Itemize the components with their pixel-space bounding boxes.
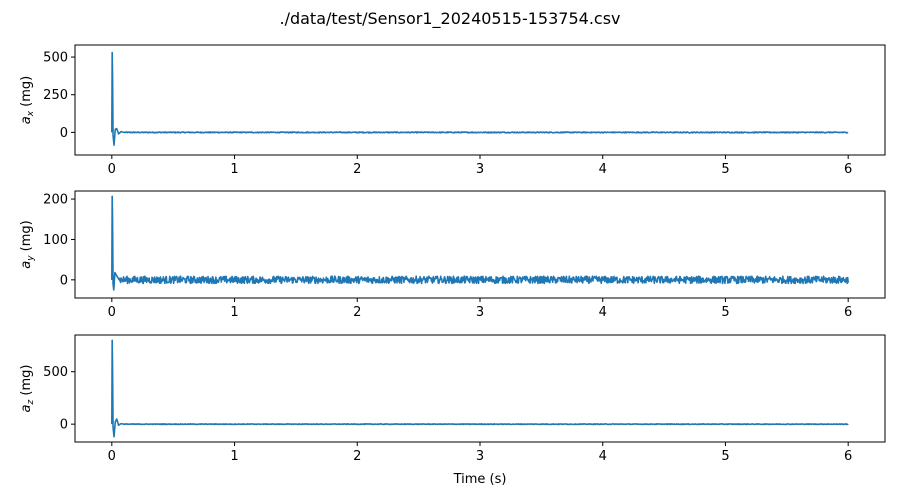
x-tick-label: 0	[108, 449, 116, 464]
figure-title: ./data/test/Sensor1_20240515-153754.csv	[279, 9, 620, 29]
y-axis-label: ay (mg)	[19, 220, 36, 269]
y-tick-label: 0	[60, 126, 68, 141]
x-tick-label: 6	[844, 449, 852, 464]
x-tick-label: 6	[844, 162, 852, 177]
x-tick-label: 1	[230, 449, 238, 464]
x-tick-label: 4	[599, 305, 607, 320]
series-line	[111, 339, 849, 438]
series-line	[111, 195, 849, 291]
x-tick-label: 4	[599, 449, 607, 464]
x-tick-label: 2	[353, 162, 361, 177]
x-axis-label: Time (s)	[453, 472, 507, 487]
axes-frame	[74, 44, 886, 156]
y-axis-label: ax (mg)	[19, 76, 36, 125]
x-tick-label: 5	[721, 162, 729, 177]
x-tick-label: 2	[353, 305, 361, 320]
x-tick-label: 4	[599, 162, 607, 177]
x-tick-label: 1	[230, 305, 238, 320]
x-tick-label: 3	[476, 162, 484, 177]
subplot-az: 0 1 2 3 4 5 6 0 500 az (mg)	[19, 334, 886, 464]
x-tick-label: 0	[108, 162, 116, 177]
x-tick-label: 1	[230, 162, 238, 177]
y-tick-label: 200	[43, 193, 68, 208]
y-tick-label: 0	[60, 418, 68, 433]
y-tick-label: 0	[60, 273, 68, 288]
y-axis-label: az (mg)	[19, 365, 36, 413]
x-tick-label: 5	[721, 305, 729, 320]
series-line	[111, 51, 849, 147]
y-tick-label: 250	[43, 88, 68, 103]
x-tick-label: 3	[476, 305, 484, 320]
y-tick-label: 100	[43, 233, 68, 248]
subplot-ay: 0 1 2 3 4 5 6 0 100 200 ay (mg)	[19, 190, 886, 320]
y-tick-label: 500	[43, 51, 68, 66]
subplot-ax: 0 1 2 3 4 5 6 0 250 500 ax (mg)	[19, 44, 886, 177]
axes-frame	[74, 334, 886, 443]
x-tick-label: 3	[476, 449, 484, 464]
x-tick-label: 6	[844, 305, 852, 320]
y-tick-label: 500	[43, 365, 68, 380]
x-tick-label: 0	[108, 305, 116, 320]
x-tick-label: 5	[721, 449, 729, 464]
x-tick-label: 2	[353, 449, 361, 464]
